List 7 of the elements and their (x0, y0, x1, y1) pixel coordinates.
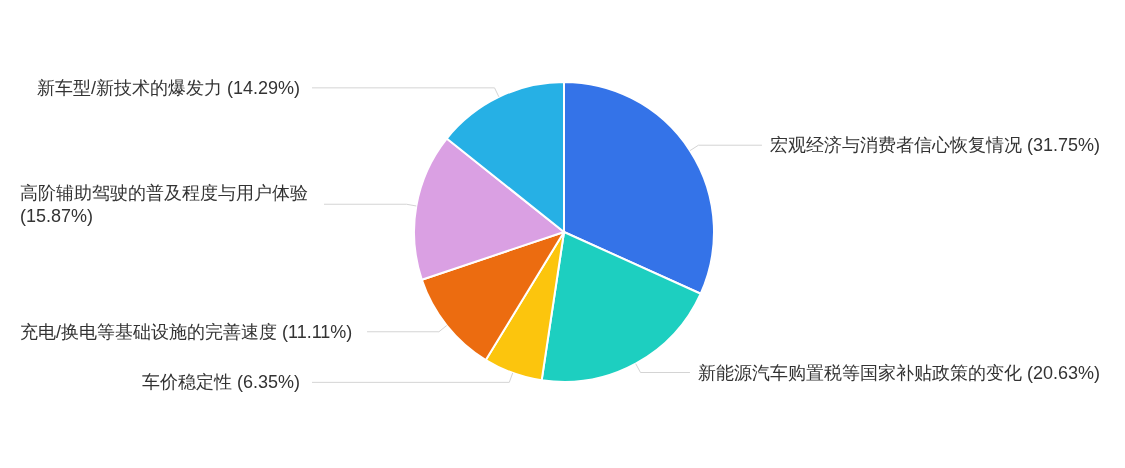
slice-label: 高阶辅助驾驶的普及程度与用户体验 (20, 182, 308, 203)
slice-label: 车价稳定性 (6.35%) (141, 372, 300, 393)
data-label: (15.87%) (20, 205, 94, 226)
slice-label: 新能源汽车购置税等国家补贴政策的变化 (20.63%) (697, 362, 1100, 383)
slice-label: 新车型/新技术的爆发力 (14.29%) (36, 77, 300, 98)
slice-label: 充电/换电等基础设施的完善速度 (11.11%) (20, 321, 353, 342)
slice-label: 宏观经济与消费者信心恢复情况 (31.75%) (769, 135, 1100, 156)
